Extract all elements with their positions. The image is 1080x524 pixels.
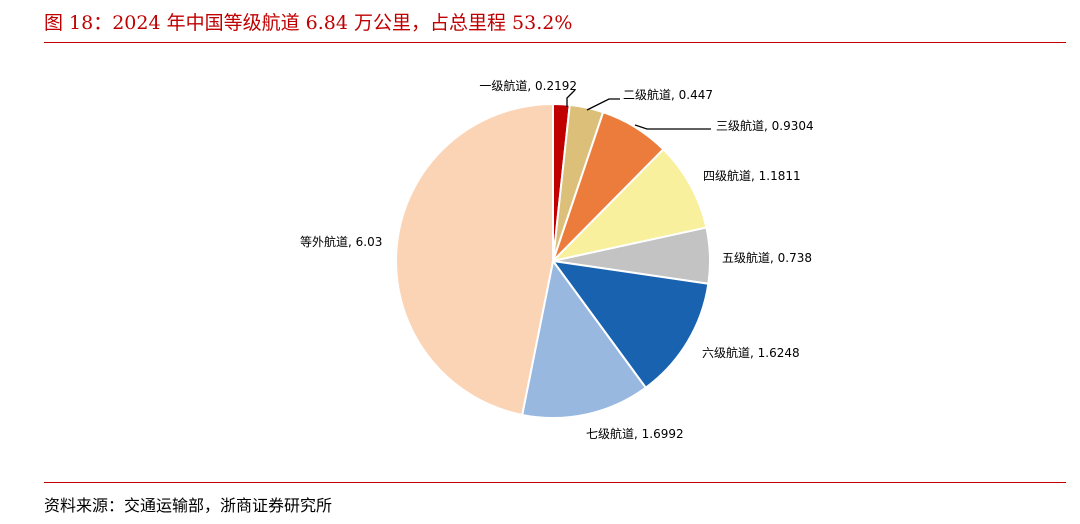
data-label: 三级航道, 0.9304 xyxy=(716,118,814,133)
source-note: 资料来源：交通运输部，浙商证券研究所 xyxy=(44,496,333,515)
leader-line xyxy=(586,98,620,111)
data-label: 一级航道, 0.2192 xyxy=(479,78,577,93)
pie-slice xyxy=(395,103,554,416)
data-label: 等外航道, 6.03 xyxy=(300,234,382,249)
leader-line xyxy=(634,124,711,130)
data-label: 七级航道, 1.6992 xyxy=(586,426,684,441)
title-divider xyxy=(44,42,1066,43)
data-label: 二级航道, 0.447 xyxy=(623,87,713,102)
leader-lines xyxy=(566,89,711,130)
data-label: 六级航道, 1.6248 xyxy=(702,345,800,360)
pie-slice xyxy=(552,148,708,262)
figure-title: 图 18：2024 年中国等级航道 6.84 万公里，占总里程 53.2% xyxy=(44,12,573,34)
leader-line xyxy=(566,89,576,107)
data-labels: 一级航道, 0.2192 二级航道, 0.447 三级航道, 0.9304 四级航道,… xyxy=(300,78,814,441)
pie-slice xyxy=(521,260,647,419)
pie-slices xyxy=(395,103,711,419)
pie-chart: 一级航道, 0.2192 二级航道, 0.447 三级航道, 0.9304 四级航道,… xyxy=(300,78,814,441)
pie-slice xyxy=(552,260,710,389)
data-label: 五级航道, 0.738 xyxy=(722,250,812,265)
source-divider xyxy=(44,482,1066,483)
data-label: 四级航道, 1.1811 xyxy=(703,168,801,183)
